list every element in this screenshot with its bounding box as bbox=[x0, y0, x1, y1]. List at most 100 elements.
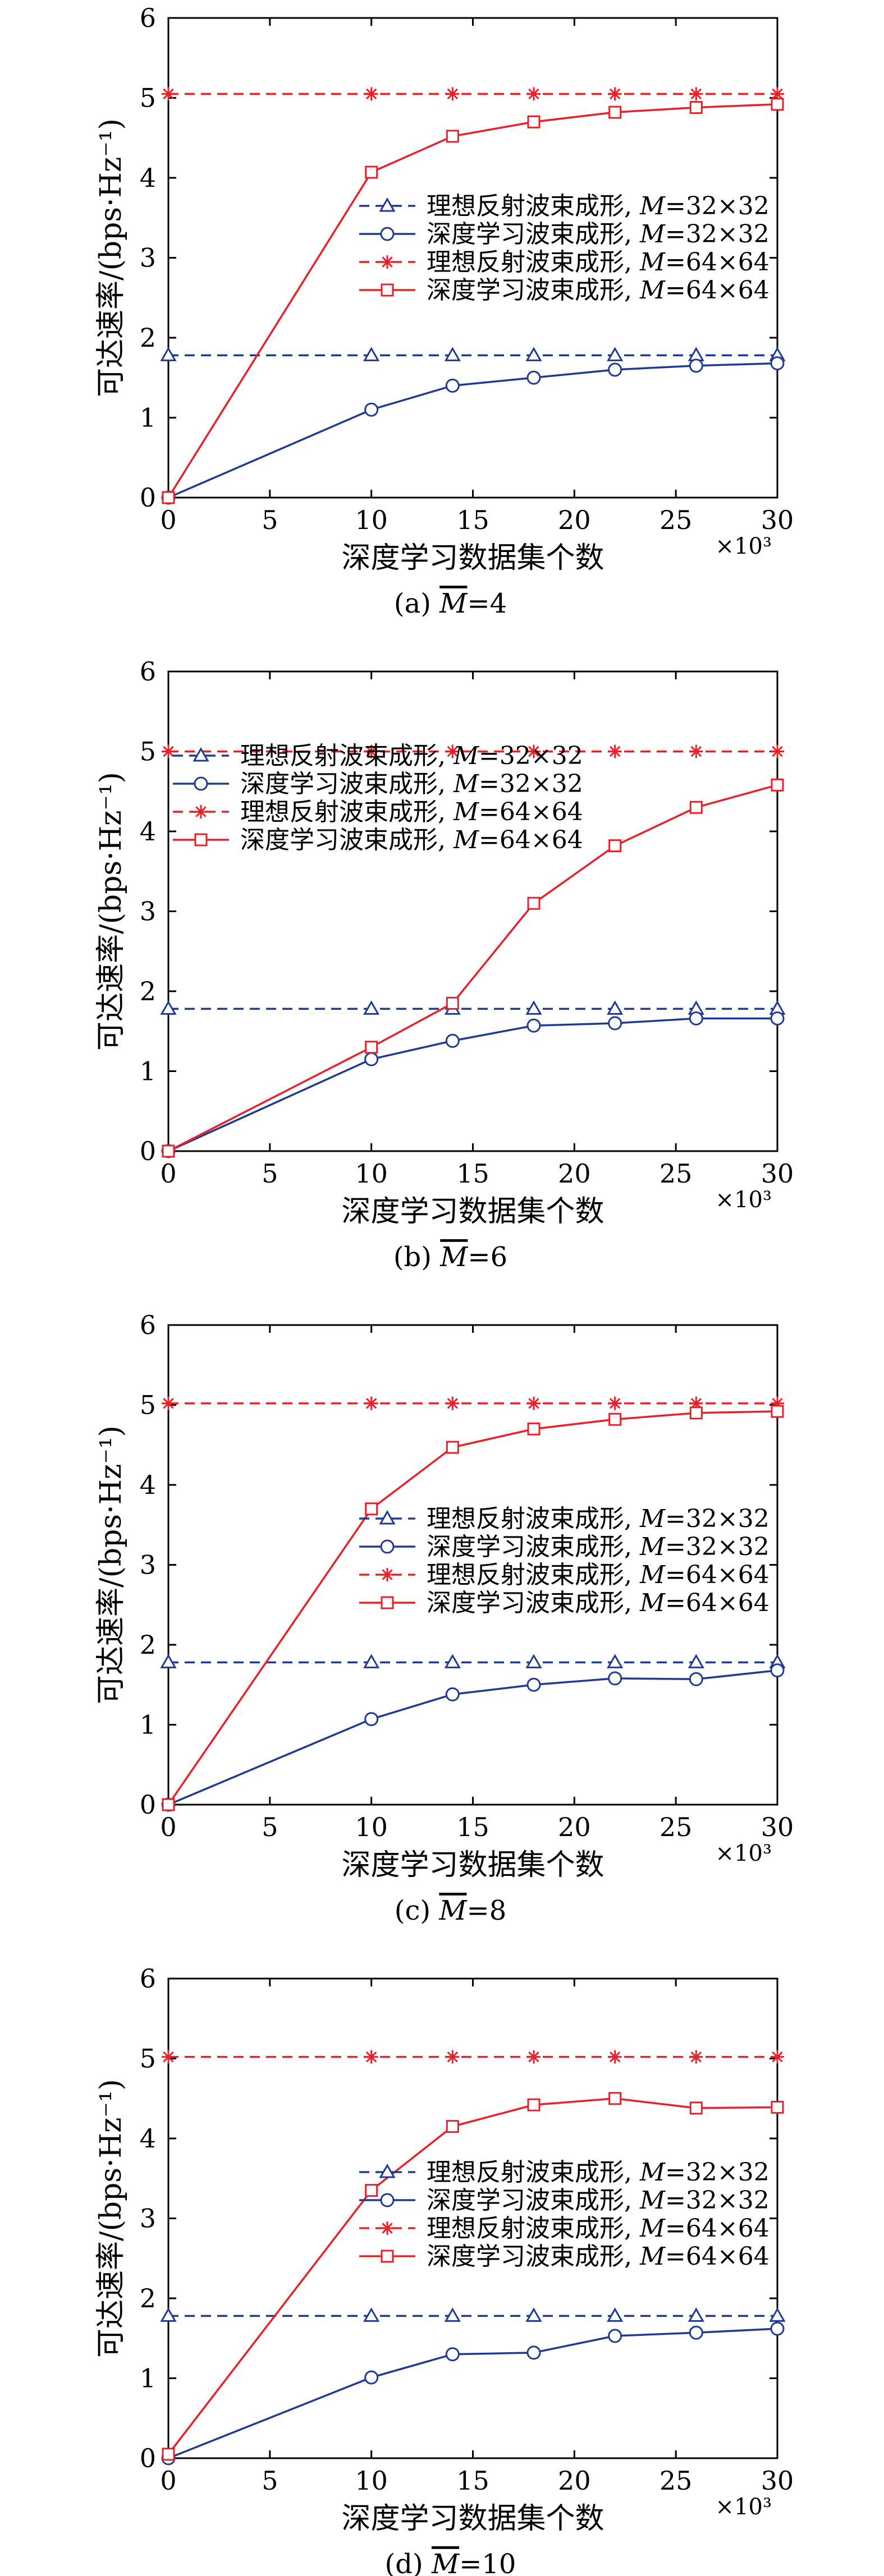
y-tick-label: 4 bbox=[140, 2123, 156, 2154]
legend-italic: M bbox=[639, 2242, 666, 2271]
square-marker bbox=[771, 98, 784, 111]
legend-italic: M bbox=[639, 248, 666, 277]
circle-marker bbox=[445, 1033, 460, 1048]
chart-caption: (d) M=10 bbox=[385, 2549, 516, 2576]
x-tick-label: 30 bbox=[761, 1812, 794, 1842]
triangle-marker bbox=[363, 1654, 380, 1668]
legend-italic: M bbox=[639, 1505, 666, 1533]
y-tick-label: 5 bbox=[140, 83, 156, 113]
legend-prefix: 深度学习波束成形, bbox=[427, 220, 640, 249]
star-marker bbox=[162, 1396, 175, 1410]
square-marker bbox=[365, 2184, 378, 2197]
legend-suffix: =32×32 bbox=[665, 2186, 770, 2215]
triangle-marker bbox=[363, 1000, 380, 1015]
star-marker bbox=[608, 1396, 622, 1410]
x-multiplier: ×10³ bbox=[716, 533, 772, 559]
circle-marker bbox=[770, 2321, 785, 2336]
x-tick-label: 10 bbox=[355, 1812, 388, 1842]
circle-marker bbox=[364, 2370, 379, 2385]
triangle-marker bbox=[363, 2307, 380, 2322]
series-2 bbox=[162, 87, 784, 101]
series-0 bbox=[160, 347, 786, 361]
legend-italic: M bbox=[639, 1589, 666, 1617]
star-marker bbox=[689, 2050, 703, 2064]
square-marker bbox=[771, 1405, 784, 1418]
circle-marker bbox=[526, 370, 541, 385]
x-tick-label: 15 bbox=[456, 505, 489, 535]
square-marker bbox=[527, 2098, 541, 2112]
series-line bbox=[168, 1017, 777, 1151]
square-marker bbox=[365, 1041, 378, 1054]
circle-marker bbox=[364, 402, 379, 417]
legend-entry: 深度学习波束成形, M=32×32 bbox=[427, 220, 770, 249]
circle-marker bbox=[380, 1539, 395, 1554]
y-tick-label: 1 bbox=[140, 2363, 156, 2394]
circle-marker bbox=[689, 358, 703, 373]
y-axis-label: 可达速率/(bps·Hz⁻¹) bbox=[94, 772, 128, 1051]
caption-prefix: (c) bbox=[395, 1895, 439, 1926]
circle-marker bbox=[770, 356, 785, 371]
triangle-marker bbox=[607, 1000, 624, 1015]
legend-prefix: 理想反射波束成形, bbox=[427, 2214, 640, 2243]
circle-marker bbox=[608, 362, 622, 377]
square-marker bbox=[689, 2101, 703, 2115]
legend-prefix: 理想反射波束成形, bbox=[427, 248, 640, 277]
circle-marker bbox=[689, 1672, 703, 1686]
legend-suffix: =64×64 bbox=[665, 2242, 770, 2271]
circle-marker bbox=[608, 2329, 622, 2343]
square-marker bbox=[162, 1798, 175, 1811]
x-axis-label: 深度学习数据集个数 bbox=[341, 1848, 604, 1882]
star-marker bbox=[364, 744, 378, 758]
legend-entry: 理想反射波束成形, M=64×64 bbox=[427, 1561, 770, 1589]
legend-prefix: 理想反射波束成形, bbox=[240, 798, 454, 826]
legend-italic: M bbox=[639, 1561, 666, 1589]
x-tick-label: 30 bbox=[761, 505, 794, 535]
legend-suffix: =64×64 bbox=[665, 2214, 770, 2243]
y-tick-label: 2 bbox=[140, 976, 156, 1006]
star-marker bbox=[527, 1396, 541, 1410]
y-tick-label: 3 bbox=[140, 2204, 156, 2234]
x-multiplier: ×10³ bbox=[716, 1841, 772, 1866]
legend-suffix: =32×32 bbox=[665, 2158, 770, 2187]
circle-marker bbox=[526, 1677, 541, 1692]
legend-suffix: =32×32 bbox=[665, 1505, 770, 1533]
triangle-marker bbox=[607, 2307, 624, 2322]
square-marker bbox=[365, 165, 378, 179]
series-0 bbox=[160, 1000, 786, 1015]
triangle-marker bbox=[444, 2307, 461, 2322]
y-tick-label: 2 bbox=[140, 323, 156, 353]
x-multiplier: ×10³ bbox=[716, 1187, 772, 1213]
triangle-marker bbox=[444, 347, 461, 361]
x-tick-label: 30 bbox=[761, 1158, 794, 1189]
x-axis-label: 深度学习数据集个数 bbox=[341, 1195, 604, 1229]
caption-prefix: (d) bbox=[385, 2549, 432, 2576]
triangle-marker bbox=[525, 1000, 542, 1015]
y-tick-label: 0 bbox=[140, 1136, 156, 1166]
y-tick-label: 0 bbox=[140, 482, 156, 513]
series-line bbox=[168, 362, 777, 498]
legend-prefix: 深度学习波束成形, bbox=[427, 1533, 640, 1561]
star-marker bbox=[608, 744, 622, 758]
star-marker bbox=[446, 744, 460, 758]
legend-entry: 深度学习波束成形, M=32×32 bbox=[427, 1533, 770, 1561]
legend-prefix: 深度学习波束成形, bbox=[427, 276, 640, 305]
legend-entry: 深度学习波束成形, M=64×64 bbox=[427, 276, 770, 305]
y-axis-label: 可达速率/(bps·Hz⁻¹) bbox=[94, 1425, 128, 1704]
square-marker bbox=[365, 1502, 378, 1516]
series-1 bbox=[161, 1011, 785, 1158]
circle-marker bbox=[364, 1052, 379, 1066]
square-marker bbox=[608, 839, 622, 853]
triangle-marker bbox=[688, 2307, 704, 2322]
chart-caption: (b) M=6 bbox=[393, 1241, 507, 1273]
caption-value: =8 bbox=[466, 1895, 506, 1926]
triangle-marker bbox=[160, 2307, 177, 2322]
x-tick-label: 10 bbox=[355, 505, 388, 535]
legend-suffix: =64×64 bbox=[665, 1561, 770, 1589]
y-axis-label: 可达速率/(bps·Hz⁻¹) bbox=[94, 118, 128, 397]
legend-italic: M bbox=[639, 192, 666, 220]
series-3 bbox=[162, 98, 784, 504]
circle-marker bbox=[445, 2347, 460, 2362]
star-marker bbox=[194, 805, 208, 818]
square-marker bbox=[527, 896, 541, 910]
legend-prefix: 深度学习波束成形, bbox=[427, 1589, 640, 1617]
